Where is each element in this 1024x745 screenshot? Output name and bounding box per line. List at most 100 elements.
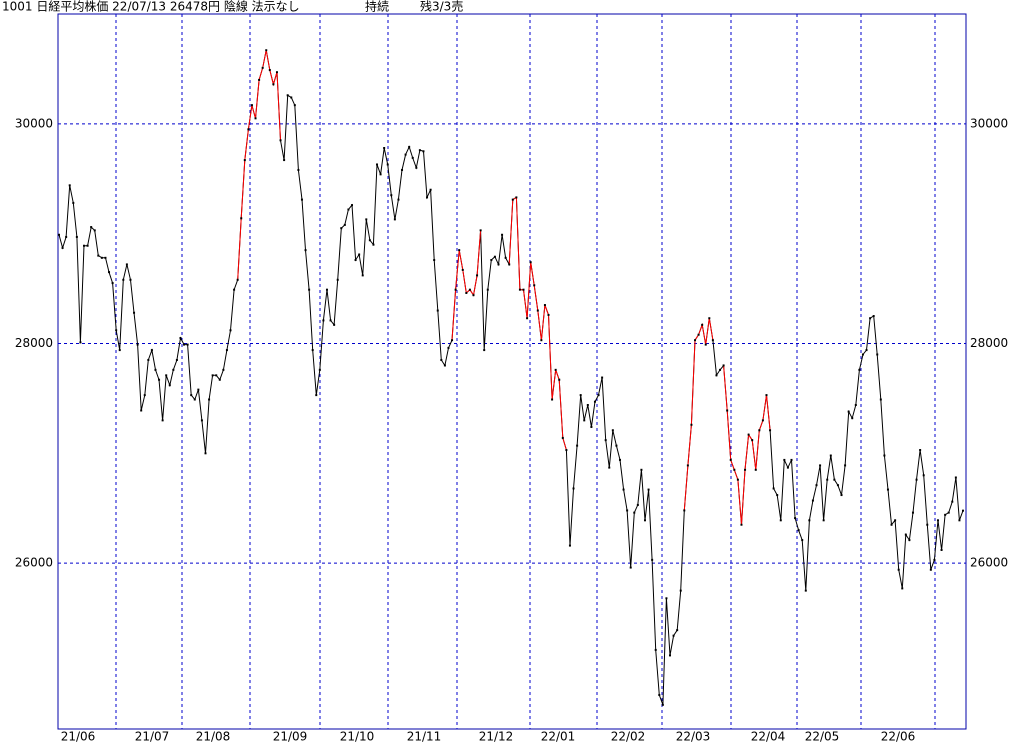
price-point xyxy=(844,464,847,467)
price-point xyxy=(240,217,243,220)
price-point xyxy=(936,519,939,522)
price-point xyxy=(179,337,182,340)
x-tick-label: 21/06 xyxy=(61,730,96,744)
price-point xyxy=(611,429,614,432)
price-point xyxy=(518,288,521,291)
price-point xyxy=(479,229,482,232)
price-point xyxy=(354,259,357,262)
price-point xyxy=(886,488,889,491)
price-point xyxy=(318,368,321,371)
price-point xyxy=(393,218,396,221)
price-point xyxy=(229,329,232,332)
price-point xyxy=(97,254,100,257)
price-point xyxy=(408,145,411,148)
price-point xyxy=(415,166,418,169)
price-point xyxy=(754,468,757,471)
price-point xyxy=(422,150,425,153)
price-point xyxy=(561,436,564,439)
price-point xyxy=(615,444,618,447)
price-point xyxy=(747,433,750,436)
price-point xyxy=(186,343,189,346)
price-point xyxy=(208,398,211,401)
price-point xyxy=(954,476,957,479)
price-point xyxy=(122,278,125,281)
price-point xyxy=(361,274,364,277)
price-point xyxy=(790,458,793,461)
y-tick-label-right: 30000 xyxy=(970,116,1008,130)
price-point xyxy=(272,83,275,86)
price-point xyxy=(340,227,343,230)
price-point xyxy=(536,309,539,312)
price-point xyxy=(329,319,332,322)
price-point xyxy=(769,429,772,432)
price-point xyxy=(79,341,82,344)
price-point xyxy=(622,488,625,491)
price-point xyxy=(618,458,621,461)
price-point xyxy=(719,368,722,371)
y-tick-label: 28000 xyxy=(15,336,53,350)
price-point xyxy=(636,503,639,506)
price-point xyxy=(243,159,246,162)
price-point xyxy=(111,282,114,285)
price-point xyxy=(529,261,532,264)
price-point xyxy=(543,304,546,307)
price-point xyxy=(133,311,136,314)
price-point xyxy=(629,566,632,569)
price-point xyxy=(940,548,943,551)
price-point xyxy=(451,339,454,342)
price-point xyxy=(865,349,868,352)
price-point xyxy=(300,198,303,201)
price-point xyxy=(233,288,236,291)
price-point xyxy=(458,249,461,252)
price-point xyxy=(183,343,186,346)
price-point xyxy=(250,104,253,107)
price-point xyxy=(90,226,93,229)
price-point xyxy=(908,539,911,542)
price-point xyxy=(915,478,918,481)
price-point xyxy=(586,403,589,406)
price-point xyxy=(776,494,779,497)
plot-frame xyxy=(57,13,967,730)
price-point xyxy=(150,349,153,352)
x-tick-label: 22/05 xyxy=(805,730,840,744)
price-point xyxy=(894,519,897,522)
price-point xyxy=(129,278,132,281)
price-point xyxy=(904,533,907,536)
price-point xyxy=(576,444,579,447)
price-point xyxy=(304,249,307,252)
price-point xyxy=(593,400,596,403)
price-point xyxy=(390,194,393,197)
price-point xyxy=(665,597,668,600)
price-point xyxy=(701,323,704,326)
price-point xyxy=(279,139,282,142)
price-point xyxy=(386,163,389,166)
price-point xyxy=(851,417,854,420)
price-point xyxy=(376,163,379,166)
price-point xyxy=(258,78,261,81)
price-point xyxy=(83,244,86,247)
price-point xyxy=(350,204,353,207)
price-point xyxy=(897,568,900,571)
price-point xyxy=(100,256,103,259)
price-point xyxy=(158,378,161,381)
price-point xyxy=(744,468,747,471)
y-tick-label-right: 28000 xyxy=(970,336,1008,350)
price-point xyxy=(690,423,693,426)
price-point xyxy=(869,317,872,320)
price-point xyxy=(236,278,239,281)
price-point xyxy=(454,288,457,291)
price-point xyxy=(468,288,471,291)
price-point xyxy=(922,474,925,477)
price-point xyxy=(643,519,646,522)
price-point xyxy=(401,168,404,171)
x-tick-label: 21/12 xyxy=(479,730,514,744)
price-point xyxy=(275,71,278,74)
y-tick-label: 30000 xyxy=(15,116,53,130)
price-point xyxy=(368,239,371,242)
price-point xyxy=(733,468,736,471)
price-point xyxy=(311,349,314,352)
price-point xyxy=(551,398,554,401)
price-point xyxy=(143,394,146,397)
x-tick-label: 21/07 xyxy=(135,730,170,744)
price-point xyxy=(86,244,89,247)
